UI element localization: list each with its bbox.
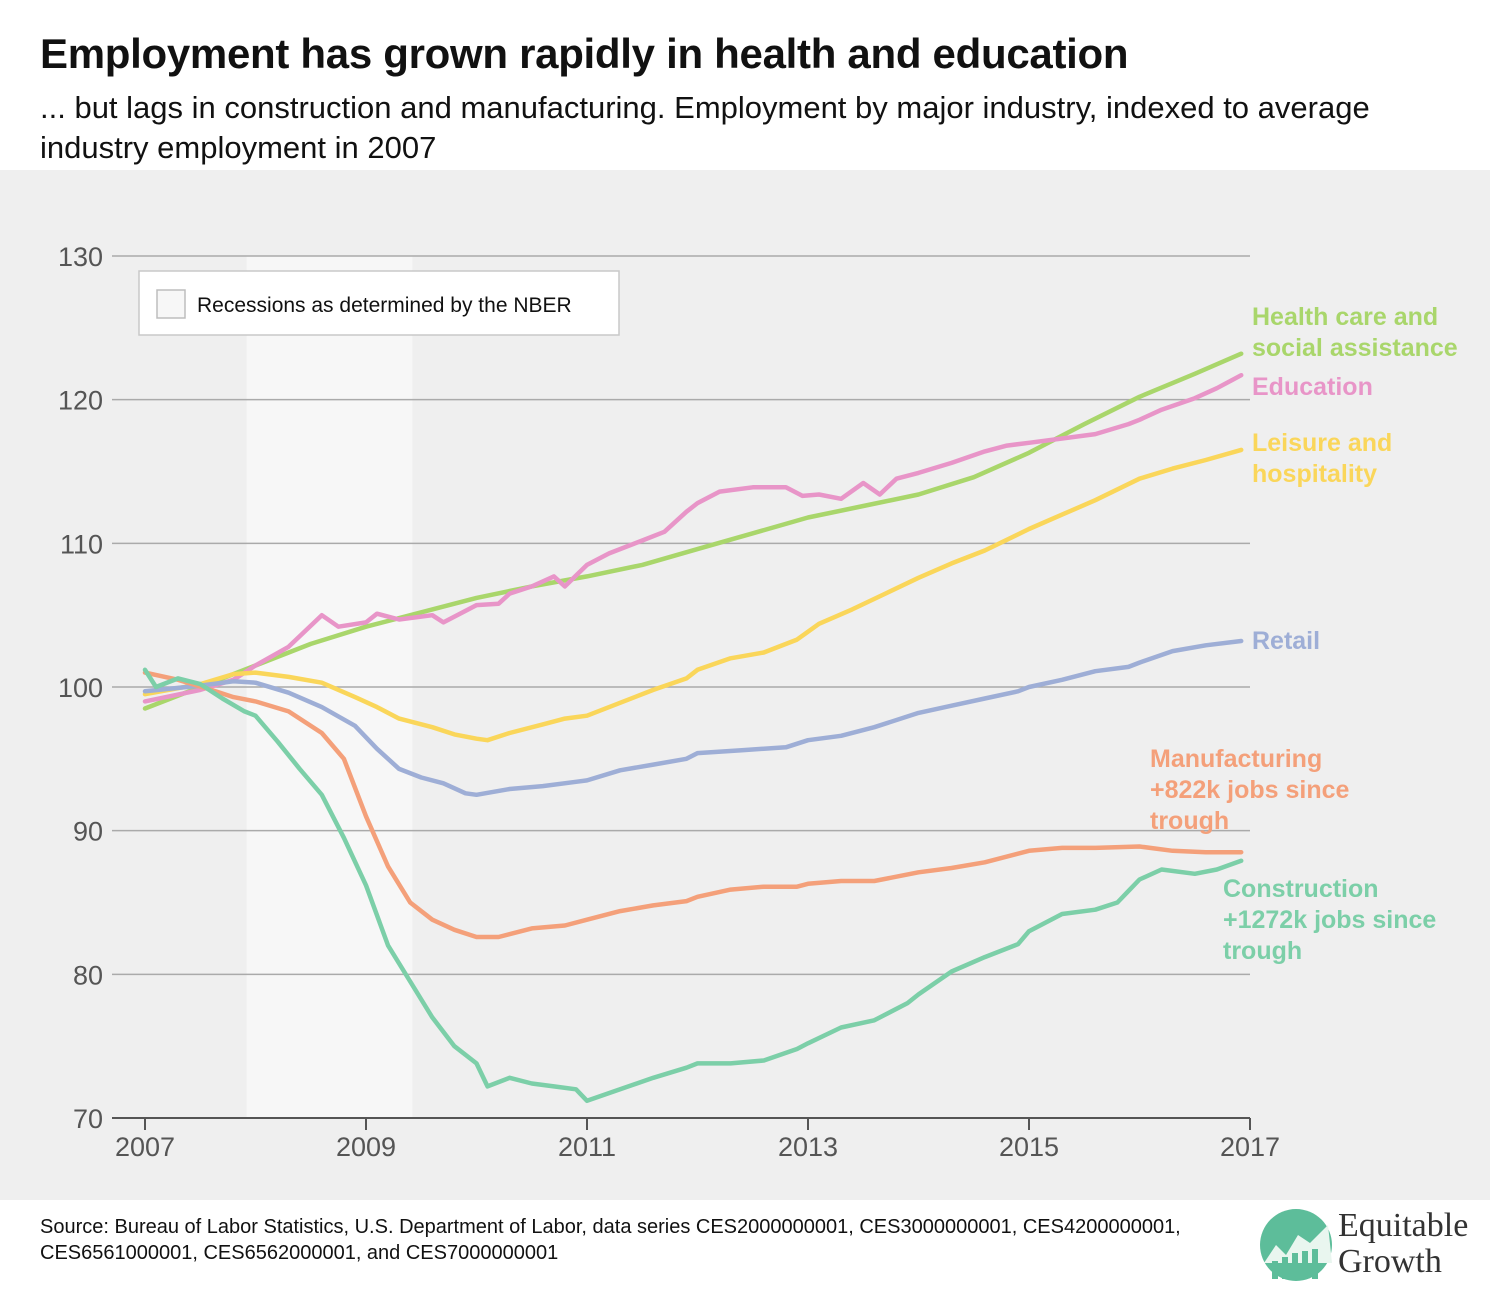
- series-label-health: social assistance: [1252, 334, 1458, 362]
- series-line-leisure: [142, 447, 1244, 743]
- x-tick-label: 2015: [999, 1132, 1059, 1162]
- legend-box: [138, 270, 620, 336]
- x-tick-label: 2017: [1220, 1132, 1280, 1162]
- y-tick-label: 100: [58, 673, 103, 703]
- legend-recession-label: Recessions as determined by the NBER: [197, 294, 572, 317]
- logo-word-growth: Growth: [1338, 1243, 1442, 1280]
- series-label-manufacturing: +822k jobs since: [1150, 776, 1350, 804]
- x-axis: 2007 2009 2011 2013 2015 2017: [115, 1118, 1280, 1162]
- series-lines: [142, 351, 1244, 1104]
- series-line-education: [142, 372, 1244, 704]
- series-line-retail: [142, 638, 1244, 798]
- series-label-education: Education: [1252, 373, 1373, 401]
- x-tick-label: 2013: [778, 1132, 838, 1162]
- series-line-construction: [142, 667, 1244, 1104]
- chart-title: Employment has grown rapidly in health a…: [40, 30, 1129, 77]
- equitable-growth-logo: Equitable Growth: [1258, 1200, 1488, 1290]
- gridlines: [112, 255, 1250, 1119]
- series-label-construction: Construction: [1223, 875, 1379, 903]
- series-label-manufacturing: Manufacturing: [1150, 745, 1322, 773]
- logo-word-equitable: Equitable: [1338, 1207, 1469, 1244]
- x-tick-label: 2011: [558, 1132, 616, 1162]
- source-note: Source: Bureau of Labor Statistics, U.S.…: [40, 1216, 1181, 1264]
- series-label-health: Health care and: [1252, 303, 1438, 331]
- y-tick-label: 110: [60, 529, 103, 559]
- series-line-health: [142, 351, 1244, 711]
- legend: Recessions as determined by the NBER: [138, 270, 620, 336]
- y-tick-label: 70: [73, 1104, 103, 1134]
- y-tick-label: 80: [73, 960, 103, 990]
- x-tick-label: 2009: [336, 1132, 396, 1162]
- series-labels: Health care and social assistance Educatio…: [1150, 303, 1458, 965]
- series-label-retail: Retail: [1252, 627, 1320, 655]
- chart-subtitle: ... but lags in construction and manufac…: [40, 90, 1370, 165]
- y-tick-label: 120: [58, 386, 103, 416]
- y-tick-label: 130: [58, 242, 103, 272]
- y-tick-label: 90: [73, 817, 103, 847]
- series-label-manufacturing: trough: [1150, 807, 1229, 835]
- x-tick-label: 2007: [115, 1132, 175, 1162]
- series-label-construction: trough: [1223, 937, 1302, 965]
- legend-recession-swatch: [156, 289, 186, 319]
- series-label-construction: +1272k jobs since: [1223, 906, 1436, 934]
- series-label-leisure: Leisure and: [1252, 429, 1392, 457]
- y-axis: 70 80 90 100 110 120 130: [58, 242, 103, 1134]
- growth-chart-icon: [1260, 1209, 1332, 1281]
- series-line-manufacturing: [142, 670, 1244, 940]
- series-label-leisure: hospitality: [1252, 460, 1377, 488]
